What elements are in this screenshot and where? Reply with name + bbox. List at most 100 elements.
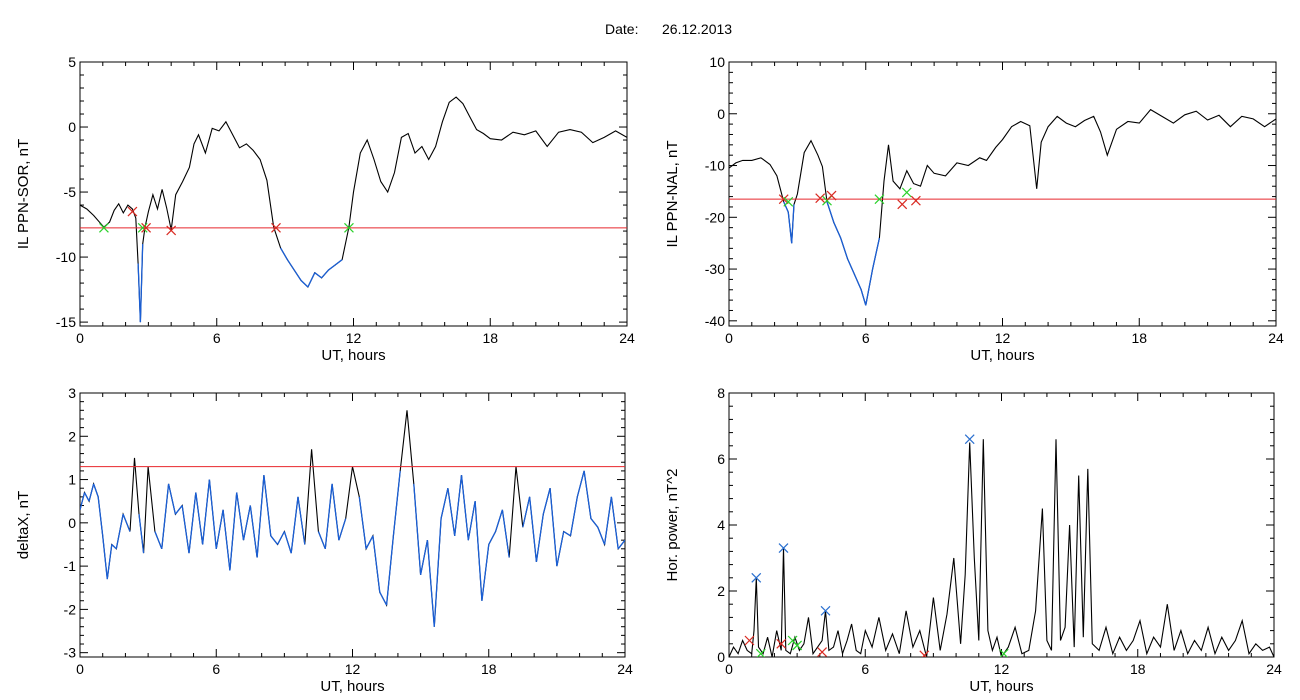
- below-threshold-segment: [297, 496, 306, 545]
- x-axis-label: UT, hours: [970, 347, 1034, 364]
- below-threshold-segment: [853, 273, 862, 291]
- below-threshold-segment: [791, 204, 795, 244]
- below-threshold-segment: [286, 259, 295, 271]
- below-threshold-segment: [474, 501, 483, 601]
- series-line: [729, 439, 1274, 657]
- below-threshold-segment: [535, 514, 544, 562]
- y-tick-label: -10: [56, 249, 76, 265]
- y-tick-label: 4: [717, 517, 725, 533]
- y-axis-label: IL PPN-NAL, nT: [664, 141, 681, 248]
- event-marker: [783, 196, 794, 207]
- event-marker-stroke: [271, 222, 281, 233]
- event-marker: [897, 199, 908, 210]
- below-threshold-segment: [419, 540, 429, 575]
- panel-hor-power: 0 6 12 18 24 8 6 4 2 0 UT, hours Hor. power, nT^2: [664, 385, 1282, 695]
- event-marker: [344, 222, 354, 233]
- x-tick-label: 12: [345, 661, 361, 677]
- below-threshold-segment: [215, 509, 224, 549]
- x-tick-label: 24: [1266, 661, 1282, 677]
- below-threshold-segment: [603, 496, 613, 545]
- below-threshold-segment: [242, 505, 251, 541]
- below-threshold-segment: [83, 492, 90, 502]
- below-threshold-segment: [379, 591, 388, 606]
- below-threshold-segment: [467, 501, 476, 541]
- event-marker-stroke: [776, 638, 787, 649]
- event-marker-stroke: [910, 195, 921, 206]
- x-tick-label: 0: [725, 330, 733, 346]
- below-threshold-segment: [138, 514, 145, 554]
- x-axis-label: UT, hours: [320, 678, 384, 695]
- below-threshold-segment: [563, 530, 571, 537]
- event-marker-stroke: [792, 640, 803, 651]
- date-value: 26.12.2013: [662, 21, 732, 37]
- y-tick-label: 8: [717, 385, 725, 401]
- event-marker: [826, 190, 837, 201]
- event-marker: [776, 638, 787, 649]
- below-threshold-segment: [440, 488, 449, 519]
- event-marker: [901, 187, 912, 198]
- x-tick-label: 18: [482, 330, 498, 346]
- event-marker: [99, 222, 109, 233]
- event-marker-stroke: [815, 193, 826, 204]
- event-marker-stroke: [99, 222, 109, 233]
- below-threshold-segment: [263, 475, 272, 536]
- below-threshold-segment: [583, 470, 592, 519]
- event-marker: [137, 222, 148, 233]
- event-marker-stroke: [778, 543, 789, 554]
- event-marker-stroke: [756, 648, 766, 657]
- below-threshold-segment: [610, 496, 619, 549]
- below-threshold-segment: [840, 237, 849, 259]
- plot-frame: [728, 61, 1277, 327]
- below-threshold-segment: [481, 544, 490, 601]
- below-threshold-segment: [590, 518, 599, 528]
- y-tick-label: 6: [717, 451, 725, 467]
- below-threshold-segment: [787, 212, 793, 244]
- event-marker-stroke: [999, 648, 1009, 657]
- below-threshold-segment: [106, 544, 113, 580]
- event-marker: [166, 225, 177, 236]
- below-threshold-segment: [324, 483, 333, 549]
- event-marker: [820, 605, 831, 616]
- x-tick-label: 18: [1131, 330, 1147, 346]
- y-tick-label: 2: [717, 583, 725, 599]
- event-marker: [744, 635, 755, 646]
- below-threshold-segment: [365, 535, 374, 550]
- below-threshold-segment: [542, 488, 551, 515]
- y-tick-label: 1: [68, 472, 76, 488]
- below-threshold-segment: [276, 531, 285, 545]
- below-threshold-segment: [597, 526, 606, 545]
- event-marker: [778, 194, 789, 205]
- below-threshold-segment: [556, 531, 565, 567]
- x-tick-label: 24: [1268, 330, 1284, 346]
- x-tick-label: 18: [1130, 661, 1146, 677]
- x-axis-label: UT, hours: [321, 347, 385, 364]
- below-threshold-segment: [358, 496, 367, 549]
- y-axis-label: IL PPN-SOR, nT: [15, 139, 32, 249]
- below-threshold-segment: [846, 258, 855, 275]
- below-threshold-segment: [167, 483, 177, 515]
- event-marker: [141, 222, 152, 233]
- below-threshold-segment: [256, 475, 265, 558]
- y-tick-label: 5: [68, 54, 76, 70]
- event-marker-stroke: [820, 605, 831, 616]
- below-threshold-segment: [569, 496, 578, 536]
- below-threshold-segment: [413, 483, 422, 575]
- below-threshold-segment: [314, 272, 322, 279]
- x-tick-label: 0: [76, 330, 84, 346]
- y-tick-label: -5: [64, 184, 77, 200]
- event-marker-stroke: [817, 647, 828, 657]
- y-tick-label: 0: [68, 119, 76, 135]
- y-tick-label: 3: [68, 385, 76, 401]
- y-axis-label: Hor. power, nT^2: [664, 469, 681, 582]
- event-marker: [815, 193, 826, 204]
- below-threshold-segment: [328, 264, 336, 271]
- y-tick-label: -1: [64, 558, 77, 574]
- event-marker-stroke: [964, 434, 975, 445]
- below-threshold-segment: [115, 514, 124, 549]
- event-marker: [817, 647, 828, 657]
- event-marker: [778, 543, 789, 554]
- x-tick-label: 12: [995, 330, 1011, 346]
- below-threshold-segment: [576, 470, 585, 498]
- below-threshold-segment: [317, 531, 326, 550]
